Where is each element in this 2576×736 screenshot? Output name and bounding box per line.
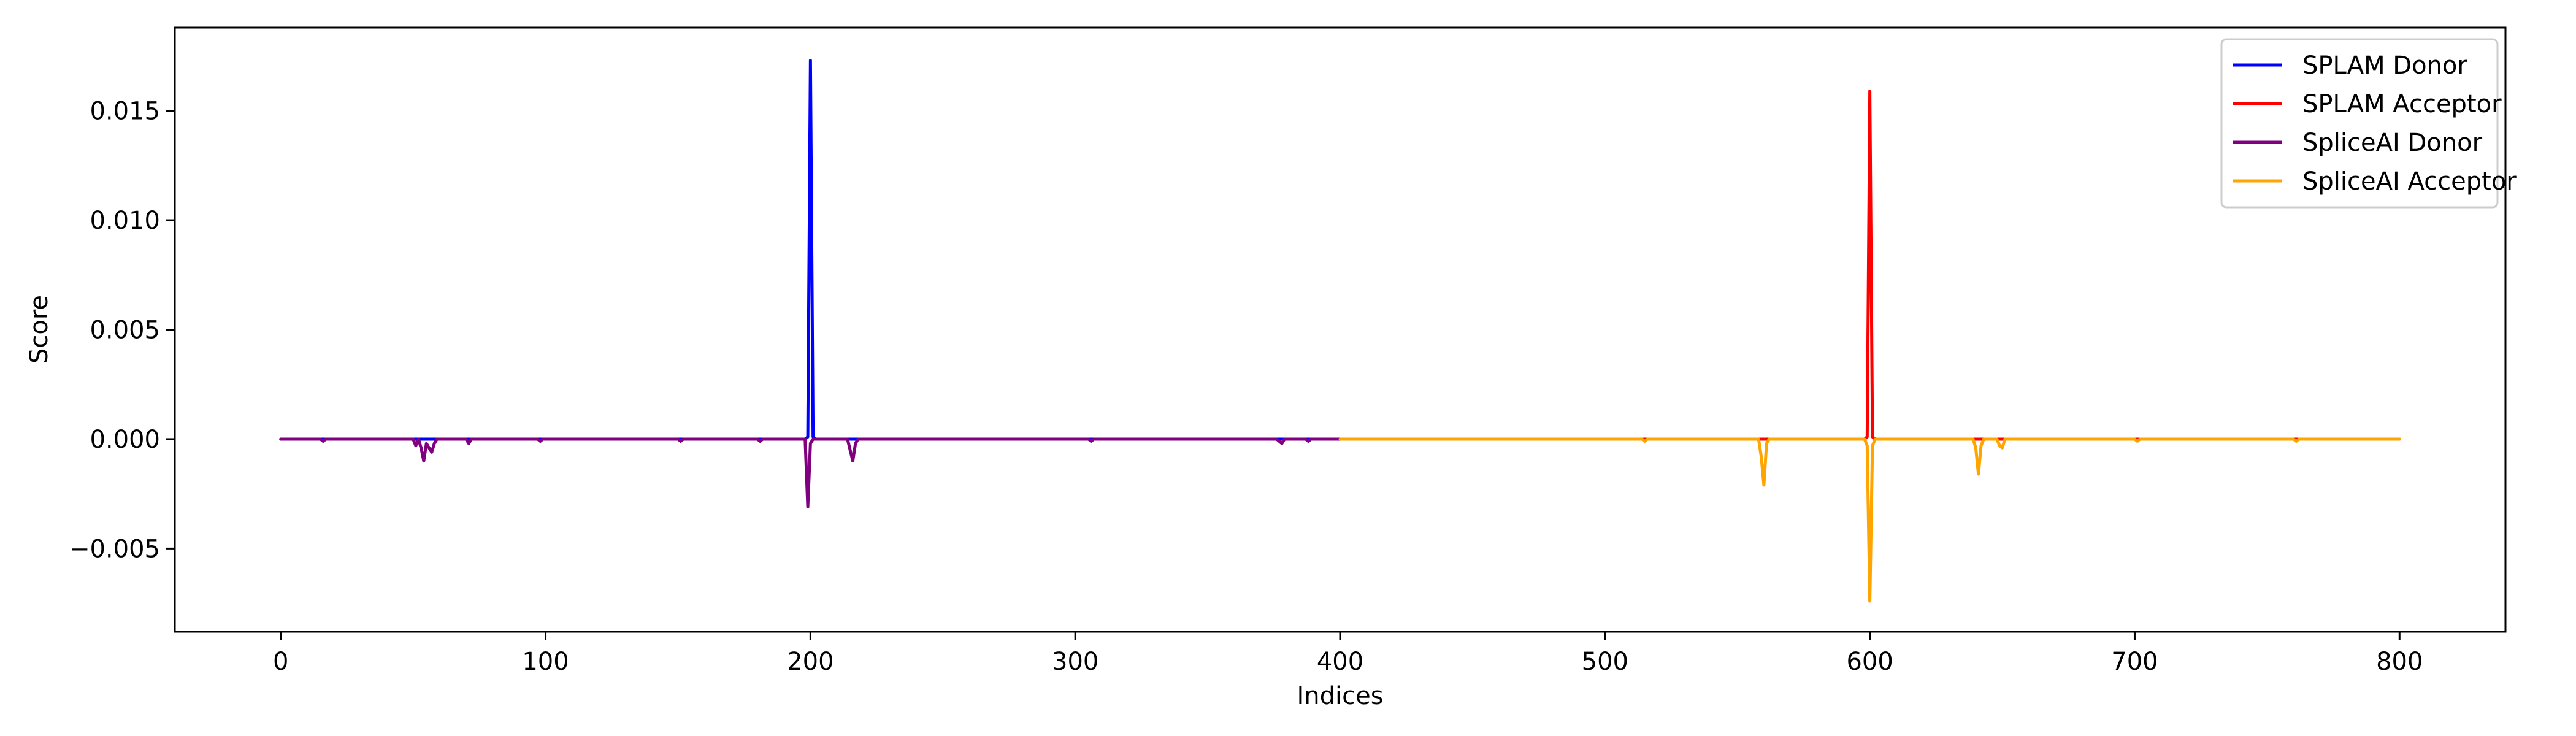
y-tick-label: −0.005 <box>69 535 160 563</box>
legend-box <box>2220 38 2499 209</box>
x-tick-label: 700 <box>2111 648 2158 676</box>
series-line-spliceai-donor <box>279 437 1342 509</box>
x-tick-label: 800 <box>2376 648 2423 676</box>
x-tick-label: 100 <box>522 648 569 676</box>
x-tick-label: 0 <box>273 648 288 676</box>
x-tick-label: 500 <box>1582 648 1628 676</box>
y-tick-label: 0.015 <box>90 98 160 126</box>
x-axis: 0 100 200 300 400 500 600 700 800 <box>273 632 2423 676</box>
legend-label: SPLAM Donor <box>2302 52 2467 80</box>
y-tick-label: 0.005 <box>90 316 160 345</box>
legend-label: SpliceAI Acceptor <box>2302 167 2517 196</box>
series-layer <box>279 59 2401 603</box>
y-tick-label: 0.010 <box>90 207 160 235</box>
x-tick-label: 300 <box>1052 648 1098 676</box>
y-tick-label: 0.000 <box>90 426 160 454</box>
legend: SPLAM Donor SPLAM Acceptor SpliceAI Donor S… <box>2220 38 2517 209</box>
y-axis: −0.005 0.000 0.005 0.010 0.015 <box>69 98 175 563</box>
y-axis-label: Score <box>25 295 53 364</box>
series-line-spliceai-acceptor <box>1338 437 2401 603</box>
x-tick-label: 400 <box>1317 648 1363 676</box>
x-tick-label: 200 <box>787 648 834 676</box>
plot-area <box>175 28 2505 632</box>
x-tick-label: 600 <box>1846 648 1893 676</box>
legend-label: SPLAM Acceptor <box>2302 90 2502 118</box>
x-axis-label: Indices <box>1297 682 1383 710</box>
legend-label: SpliceAI Donor <box>2302 129 2483 157</box>
